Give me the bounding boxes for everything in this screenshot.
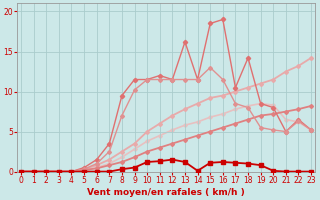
X-axis label: Vent moyen/en rafales ( km/h ): Vent moyen/en rafales ( km/h ) (87, 188, 245, 197)
